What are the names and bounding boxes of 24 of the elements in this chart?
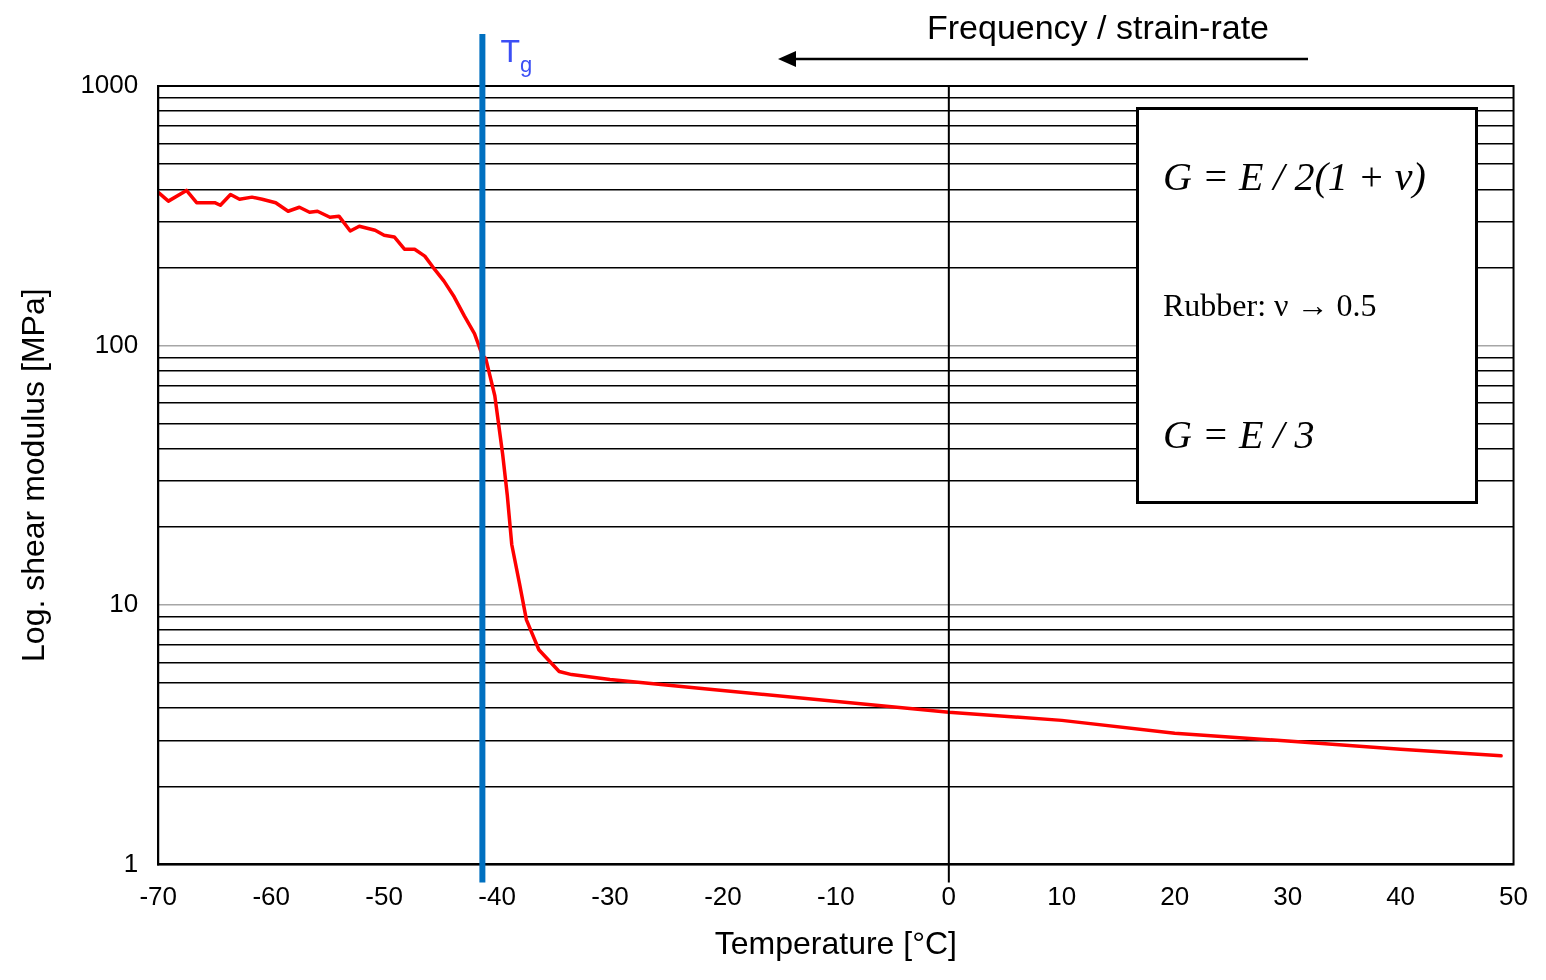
x-tick-label: 10 (1047, 881, 1077, 912)
x-tick-label: -20 (704, 881, 742, 912)
annotation: G = E / 3 (1163, 410, 1316, 458)
y-axis-title: Log. shear modulus [MPa] (15, 288, 52, 662)
x-tick-label: -10 (817, 881, 855, 912)
y-tick-label: 1 (123, 847, 139, 878)
x-tick-label: 20 (1160, 881, 1190, 912)
x-tick-label: -30 (591, 881, 629, 912)
x-tick-label: -50 (365, 881, 403, 912)
x-tick-label: 50 (1499, 881, 1528, 912)
annotation: Rubber: ν → 0.5 (1163, 286, 1378, 324)
y-tick-label: 1000 (80, 69, 139, 100)
x-tick-label: 30 (1273, 881, 1303, 912)
y-tick-label: 100 (94, 328, 139, 359)
annotation: G = E / 2(1 + ν) (1163, 153, 1427, 201)
x-tick-label: -70 (139, 881, 178, 912)
x-tick-label: 40 (1386, 881, 1416, 912)
y-tick-label: 10 (109, 588, 139, 619)
x-tick-label: 0 (941, 881, 957, 912)
formula-box: G = E / 2(1 + ν) Rubber: ν → 0.5 G = E / 3 (1136, 107, 1478, 504)
x-tick-label: -40 (478, 881, 516, 912)
x-axis-title: Temperature [°C] (714, 924, 957, 961)
text: Frequency / strain-rate (926, 8, 1270, 47)
x-tick-label: -60 (252, 881, 290, 912)
